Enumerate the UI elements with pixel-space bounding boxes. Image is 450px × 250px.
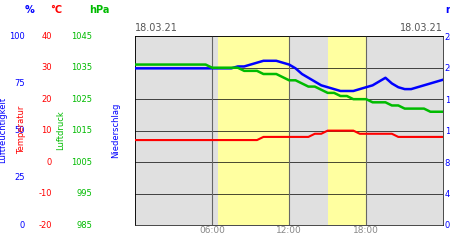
Text: 10: 10 [41, 126, 52, 135]
Text: hPa: hPa [89, 5, 109, 15]
Text: 50: 50 [14, 126, 25, 135]
Bar [328, 36, 366, 225]
Text: Luftdruck: Luftdruck [56, 110, 65, 150]
Text: Luftfeuchtigkeit: Luftfeuchtigkeit [0, 97, 7, 163]
Text: °C: °C [50, 5, 62, 15]
Text: 0: 0 [46, 158, 52, 166]
Text: 995: 995 [76, 189, 92, 198]
Text: 100: 100 [9, 32, 25, 41]
Text: -20: -20 [38, 220, 52, 230]
Text: 30: 30 [41, 63, 52, 72]
Text: 1015: 1015 [71, 126, 92, 135]
Text: -10: -10 [38, 189, 52, 198]
Text: 25: 25 [14, 173, 25, 182]
Text: 1025: 1025 [71, 95, 92, 104]
Text: Niederschlag: Niederschlag [112, 102, 121, 158]
Bar [219, 36, 289, 225]
Text: 75: 75 [14, 79, 25, 88]
Text: 40: 40 [41, 32, 52, 41]
Text: 1035: 1035 [71, 63, 92, 72]
Text: 18.03.21: 18.03.21 [400, 24, 443, 34]
Text: 985: 985 [76, 220, 92, 230]
Text: %: % [24, 5, 34, 15]
Text: 0: 0 [19, 220, 25, 230]
Text: 1045: 1045 [71, 32, 92, 41]
Text: 18.03.21: 18.03.21 [135, 24, 178, 34]
Text: mm/h: mm/h [446, 5, 450, 15]
Text: 1005: 1005 [71, 158, 92, 166]
Text: 20: 20 [41, 95, 52, 104]
Text: Temperatur: Temperatur [17, 106, 26, 154]
